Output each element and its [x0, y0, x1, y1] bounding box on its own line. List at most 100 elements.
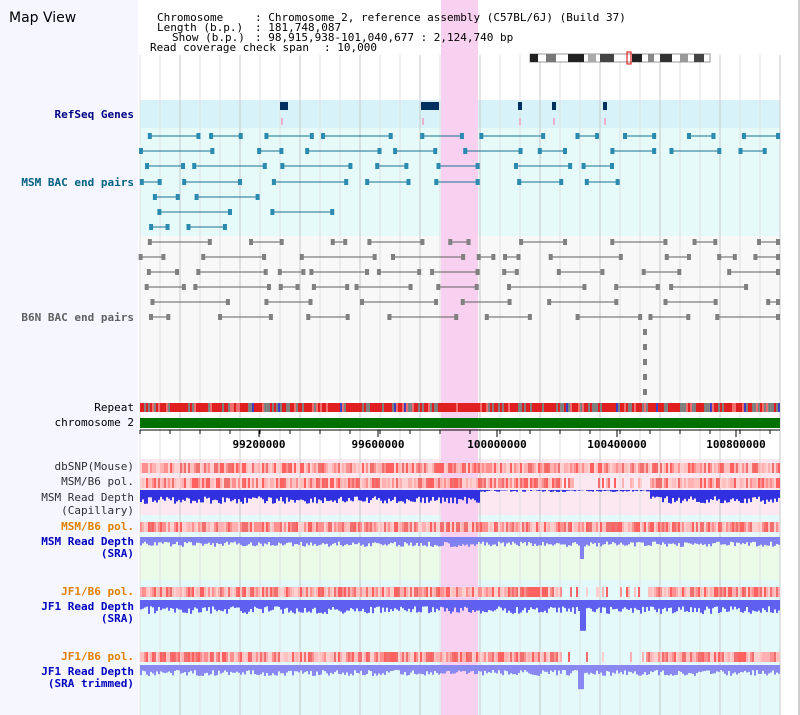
jf1-sra-depth-bar — [156, 600, 158, 611]
jf1-b6-pol-heat-segment — [662, 587, 664, 597]
jf1-sra-depth-bar — [734, 600, 736, 607]
msm-b6-pol-2-heat-segment — [386, 522, 388, 532]
msm-b6-pol-heat-segment — [362, 478, 364, 488]
jf1-trimmed-depth-bar — [436, 665, 438, 673]
track-label-refseq-genes[interactable]: RefSeq Genes — [54, 108, 134, 121]
msm-b6-pol-2-heat-segment — [718, 522, 720, 532]
jf1-b6-pol-2-heat-segment — [322, 652, 324, 662]
msm-sra-depth-bar — [584, 537, 586, 547]
msm-b6-pol-heat-segment — [706, 478, 708, 488]
jf1-trimmed-depth-bar — [608, 665, 610, 672]
b6n-bac-end-marker — [713, 299, 718, 305]
jf1-b6-pol-heat-segment — [368, 587, 370, 597]
dbsnp-heat-segment — [320, 463, 322, 473]
msm-b6-pol-2-heat-segment — [378, 522, 380, 532]
msm-capillary-depth-bar — [350, 490, 352, 501]
msm-b6-pol-2-heat-segment — [614, 522, 616, 532]
dbsnp-heat-segment — [402, 463, 404, 473]
repeat-segment — [582, 403, 584, 412]
repeat-segment — [538, 403, 540, 412]
track-label-b6n-bac[interactable]: B6N BAC end pairs — [21, 311, 134, 324]
msm-capillary-depth-bar — [320, 490, 322, 501]
jf1-b6-pol-heat-segment — [468, 587, 470, 597]
msm-capillary-depth-bar — [424, 490, 426, 504]
jf1-trimmed-depth-bar — [404, 665, 406, 673]
jf1-b6-pol-2-heat-segment — [206, 652, 208, 662]
jf1-trimmed-depth-bar — [596, 665, 598, 671]
msm-b6-pol-heat-segment — [540, 478, 542, 488]
repeat-segment — [584, 403, 586, 412]
repeat-segment — [774, 403, 776, 412]
msm-b6-pol-2-heat-segment — [178, 522, 180, 532]
jf1-trimmed-depth-bar — [626, 665, 628, 675]
dbsnp-heat-segment — [184, 463, 186, 473]
msm-b6-pol-heat-segment — [772, 478, 774, 488]
jf1-b6-pol-heat-segment — [304, 587, 306, 597]
repeat-segment — [378, 403, 380, 412]
msm-bac-end-marker — [320, 133, 325, 139]
repeat-segment — [458, 403, 460, 412]
jf1-trimmed-depth-bar — [650, 665, 652, 672]
dbsnp-heat-segment — [416, 463, 418, 473]
b6n-bac-end-marker — [345, 314, 350, 320]
msm-b6-pol-heat-segment — [142, 478, 144, 488]
track-label-msm-bac[interactable]: MSM BAC end pairs — [21, 176, 134, 189]
jf1-b6-pol-heat-segment — [344, 587, 346, 597]
msm-sra-depth-bar — [170, 537, 172, 547]
jf1-b6-pol-2-heat-segment — [394, 652, 396, 662]
msm-b6-pol-heat-segment — [554, 478, 556, 488]
jf1-b6-pol-heat-segment — [270, 587, 272, 597]
repeat-segment — [280, 403, 282, 412]
jf1-b6-pol-heat-segment — [450, 587, 452, 597]
msm-capillary-depth-bar — [462, 490, 464, 501]
jf1-b6-pol-2-heat-segment — [314, 652, 316, 662]
jf1-b6-pol-2-heat-segment — [520, 652, 522, 662]
jf1-sra-depth-bar — [580, 600, 582, 631]
msm-b6-pol-2-heat-segment — [170, 522, 172, 532]
msm-sra-depth-bar — [382, 537, 384, 546]
dbsnp-heat-segment — [380, 463, 382, 473]
repeat-segment — [234, 403, 236, 412]
msm-b6-pol-2-heat-segment — [612, 522, 614, 532]
msm-sra-depth-bar — [532, 537, 534, 546]
msm-capillary-depth-bar — [244, 490, 246, 498]
msm-b6-pol-2-heat-segment — [540, 522, 542, 532]
dbsnp-heat-segment — [690, 463, 692, 473]
msm-capillary-depth-bar — [688, 490, 690, 499]
repeat-segment — [400, 403, 402, 412]
repeat-segment — [420, 403, 422, 412]
msm-b6-pol-2-heat-segment — [210, 522, 212, 532]
msm-b6-pol-heat-segment — [200, 478, 202, 488]
jf1-b6-pol-heat-segment — [458, 587, 460, 597]
msm-b6-pol-heat-segment — [328, 478, 330, 488]
msm-sra-depth-bar — [206, 537, 208, 544]
jf1-trimmed-depth-bar — [474, 665, 476, 675]
jf1-b6-pol-heat-segment — [638, 587, 640, 597]
jf1-b6-pol-heat-segment — [356, 587, 358, 597]
jf1-b6-pol-heat-segment — [374, 587, 376, 597]
msm-bac-end-marker — [575, 133, 580, 139]
msm-bac-end-marker — [175, 194, 180, 200]
jf1-trimmed-depth-bar — [346, 665, 348, 673]
jf1-sra-depth-bar — [504, 600, 506, 609]
jf1-b6-pol-heat-segment — [286, 587, 288, 597]
msm-b6-pol-heat-segment — [552, 478, 554, 488]
jf1-trimmed-depth-bar — [508, 665, 510, 675]
b6n-bac-end-marker — [744, 284, 749, 290]
jf1-sra-depth-bar — [550, 600, 552, 608]
msm-b6-pol-heat-segment — [752, 478, 754, 488]
jf1-sra-depth-bar — [486, 600, 488, 613]
jf1-b6-pol-heat-segment — [694, 587, 696, 597]
msm-b6-pol-2-heat-segment — [680, 522, 682, 532]
dbsnp-heat-segment — [202, 463, 204, 473]
msm-b6-pol-2-heat-segment — [732, 522, 734, 532]
jf1-trimmed-depth-bar — [524, 665, 526, 671]
jf1-trimmed-depth-bar — [158, 665, 160, 675]
msm-capillary-depth-bar — [542, 490, 544, 492]
jf1-sra-depth-bar — [700, 600, 702, 613]
dbsnp-heat-segment — [674, 463, 676, 473]
jf1-b6-pol-2-heat-segment — [182, 652, 184, 662]
msm-b6-pol-2-heat-segment — [630, 522, 632, 532]
jf1-sra-depth-bar — [168, 600, 170, 611]
